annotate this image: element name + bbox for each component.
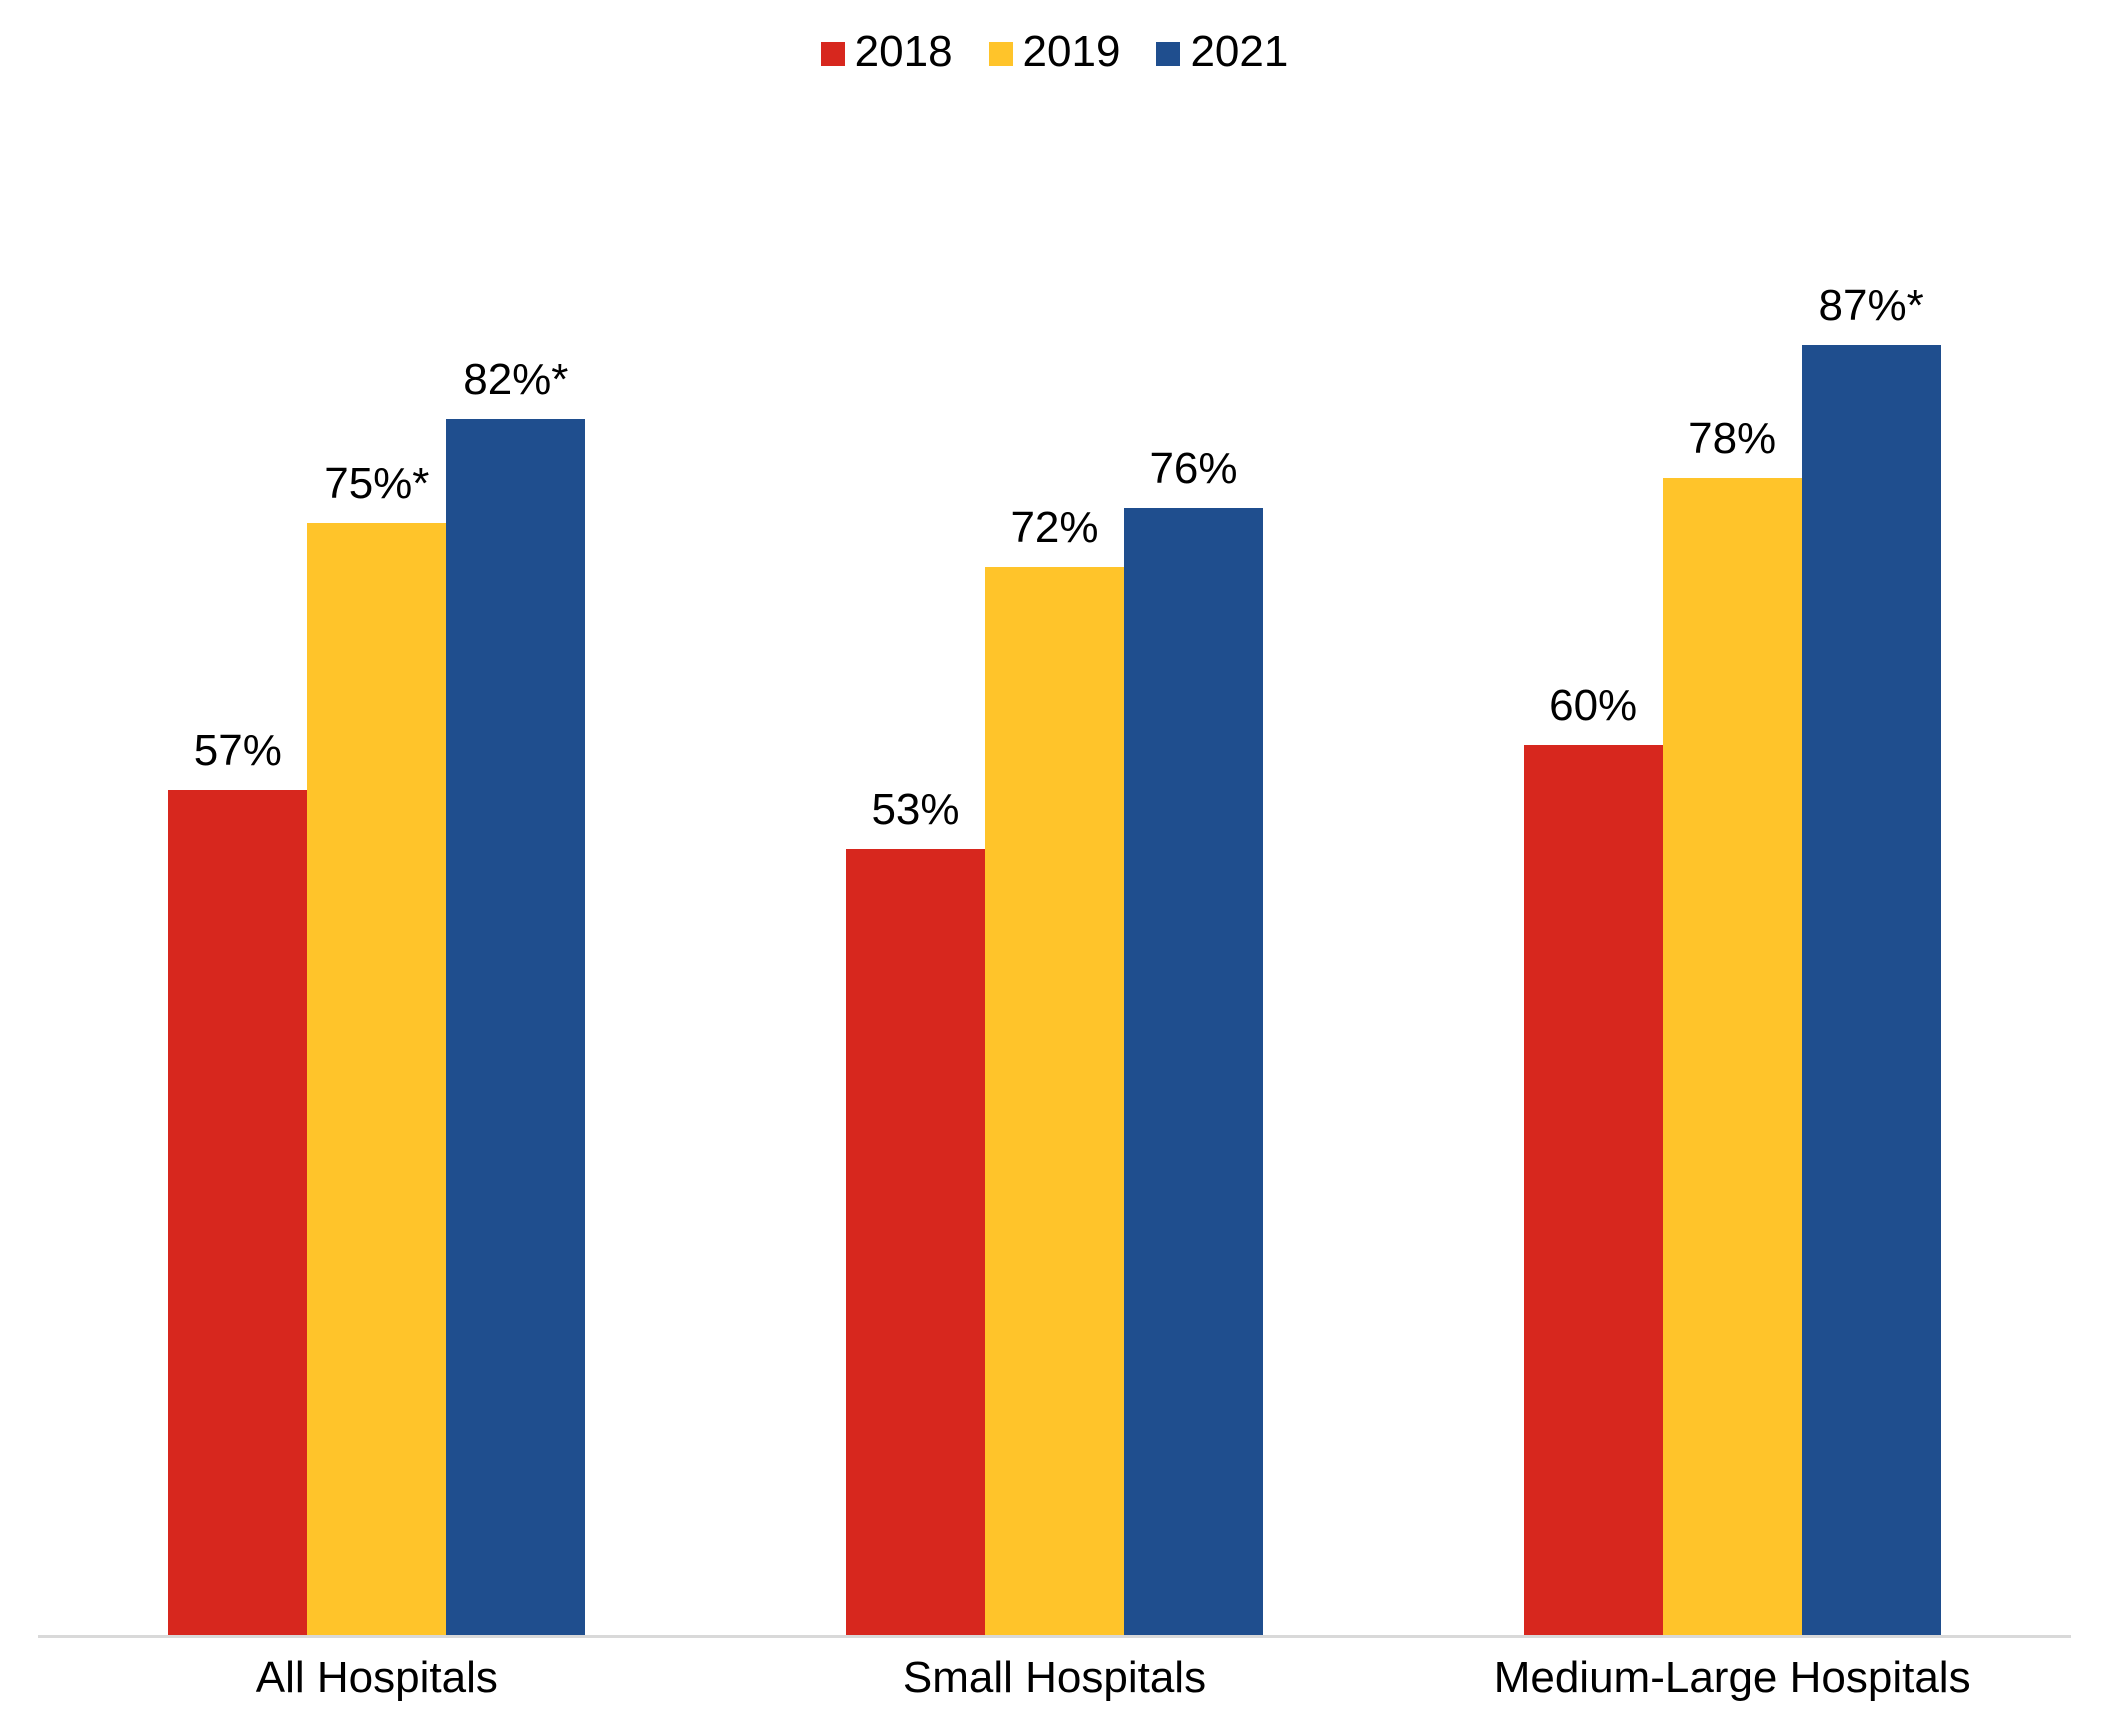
legend-item-2018: 2018 bbox=[820, 26, 953, 78]
plot-area: 57% 75%* 82%* 53% 72% 76% 60% 78% 87%* bbox=[38, 152, 2071, 1638]
bar-group-small-hospitals: 53% 72% 76% bbox=[716, 152, 1394, 1635]
category-axis: All Hospitals Small Hospitals Medium-Large… bbox=[38, 1652, 2071, 1704]
bar-2021-small-hospitals bbox=[1123, 507, 1263, 1635]
bar-slot-2018-small-hospitals: 53% bbox=[845, 152, 985, 1635]
bar-value-label: 87%* bbox=[1818, 280, 1924, 330]
bar-2021-medium-large-hospitals bbox=[1801, 344, 1941, 1635]
category-label-all-hospitals: All Hospitals bbox=[255, 1653, 498, 1702]
x-axis-line bbox=[38, 1635, 2071, 1638]
category-label-small-hospitals: Small Hospitals bbox=[902, 1653, 1207, 1702]
bar-slot-2019-medium-large-hospitals: 78% bbox=[1662, 152, 1802, 1635]
legend-swatch-icon bbox=[820, 42, 845, 66]
bar-2018-medium-large-hospitals bbox=[1523, 745, 1663, 1635]
category-label-medium-large-hospitals: Medium-Large Hospitals bbox=[1493, 1653, 1971, 1702]
bar-2021-all-hospitals bbox=[446, 418, 586, 1635]
legend-label: 2021 bbox=[1190, 27, 1289, 76]
bar-2018-all-hospitals bbox=[168, 789, 308, 1635]
bar-slot-2021-all-hospitals: 82%* bbox=[446, 152, 586, 1635]
bar-slot-2018-all-hospitals: 57% bbox=[168, 152, 308, 1635]
bar-2018-small-hospitals bbox=[845, 849, 985, 1635]
bar-value-label: 72% bbox=[1010, 503, 1099, 553]
bar-slot-2021-small-hospitals: 76% bbox=[1123, 152, 1263, 1635]
bar-2019-all-hospitals bbox=[307, 522, 447, 1635]
bar-value-label: 76% bbox=[1149, 443, 1238, 493]
legend-swatch-icon bbox=[1156, 42, 1181, 66]
bar-group-medium-large-hospitals: 60% 78% 87%* bbox=[1393, 152, 2071, 1635]
bar-value-label: 60% bbox=[1549, 681, 1638, 731]
bar-2019-medium-large-hospitals bbox=[1662, 478, 1802, 1635]
bar-slot-2018-medium-large-hospitals: 60% bbox=[1523, 152, 1663, 1635]
bar-value-label: 75%* bbox=[324, 458, 430, 508]
legend-item-2019: 2019 bbox=[988, 26, 1121, 78]
bar-slot-2019-all-hospitals: 75%* bbox=[307, 152, 447, 1635]
legend: 2018 2019 2021 bbox=[0, 26, 2109, 78]
bar-2019-small-hospitals bbox=[984, 567, 1124, 1635]
bar-value-label: 57% bbox=[193, 725, 282, 775]
legend-label: 2018 bbox=[854, 27, 953, 76]
bar-slot-2021-medium-large-hospitals: 87%* bbox=[1801, 152, 1941, 1635]
bar-value-label: 78% bbox=[1688, 414, 1777, 464]
bar-slot-2019-small-hospitals: 72% bbox=[984, 152, 1124, 1635]
legend-item-2021: 2021 bbox=[1156, 26, 1288, 78]
legend-swatch-icon bbox=[988, 42, 1013, 66]
bar-group-all-hospitals: 57% 75%* 82%* bbox=[38, 152, 716, 1635]
bar-value-label: 82%* bbox=[463, 354, 569, 404]
bar-value-label: 53% bbox=[871, 785, 960, 835]
legend-label: 2019 bbox=[1022, 27, 1121, 76]
